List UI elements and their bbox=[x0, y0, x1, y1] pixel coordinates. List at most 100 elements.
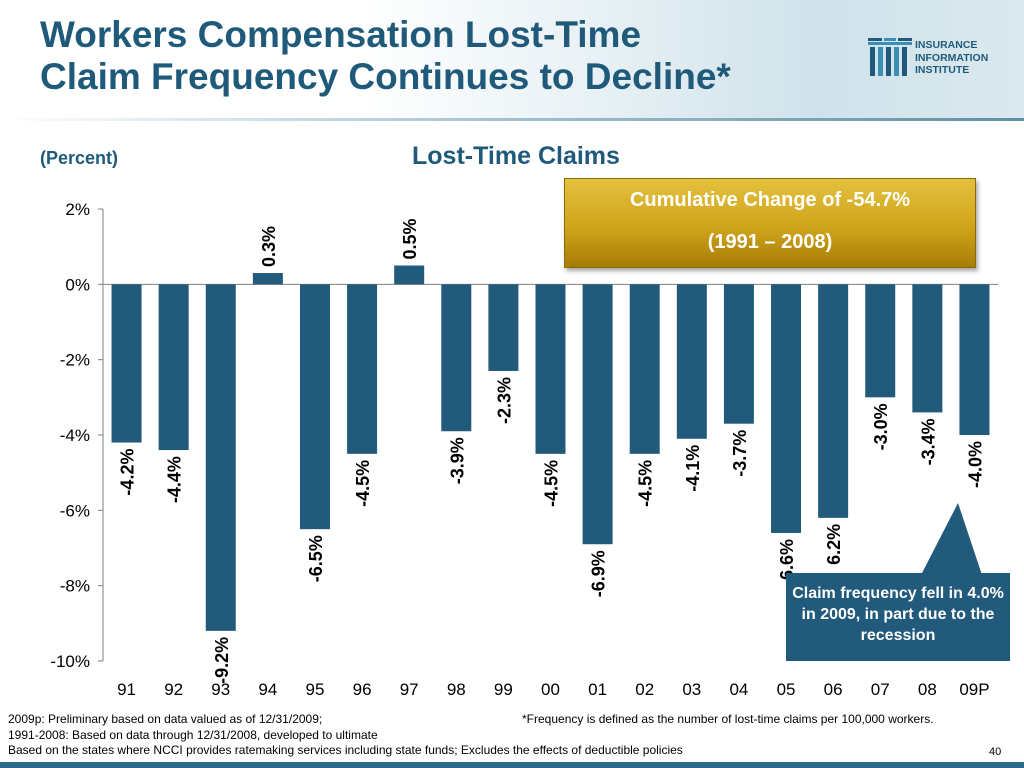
x-tick-label: 03 bbox=[682, 680, 701, 699]
x-tick-label: 96 bbox=[353, 680, 372, 699]
bar-98 bbox=[441, 284, 472, 432]
x-tick-label: 08 bbox=[918, 680, 937, 699]
slide-title-line2: Claim Frequency Continues to Decline* bbox=[40, 56, 731, 97]
bar-08 bbox=[912, 284, 943, 413]
note-pointer bbox=[921, 503, 982, 575]
y-tick-label: -2% bbox=[60, 351, 90, 370]
value-label-group: -6.5% bbox=[306, 535, 326, 582]
x-tick-label: 93 bbox=[211, 680, 230, 699]
value-label: -3.0% bbox=[871, 403, 891, 450]
value-label: -4.5% bbox=[636, 460, 656, 507]
x-tick-label: 01 bbox=[588, 680, 607, 699]
value-label-group: -3.7% bbox=[730, 430, 750, 477]
value-label: -4.5% bbox=[353, 460, 373, 507]
bar-95 bbox=[299, 284, 330, 530]
value-label: -4.0% bbox=[965, 441, 985, 488]
value-label-group: 0.3% bbox=[259, 226, 279, 267]
x-tick-label: 02 bbox=[635, 680, 654, 699]
cumulative-change-callout: Cumulative Change of -54.7% (1991 – 2008… bbox=[564, 178, 976, 268]
value-label-group: -4.5% bbox=[542, 460, 562, 507]
value-label: -4.1% bbox=[683, 445, 703, 492]
value-label-group: -3.0% bbox=[871, 403, 891, 450]
bar-chart: 2% 0% -2% -4% -6% -8% -10% -4.2% -4.4% -9.2% 0.3%… bbox=[50, 200, 998, 699]
footnote-preliminary: 2009p: Preliminary based on data valued … bbox=[8, 712, 323, 726]
x-tick-label: 06 bbox=[824, 680, 843, 699]
logo-line3: INSTITUTE bbox=[915, 64, 970, 76]
callout-line2: (1991 – 2008) bbox=[707, 231, 833, 253]
value-label: -4.5% bbox=[542, 460, 562, 507]
value-label-group: -4.4% bbox=[165, 456, 185, 503]
iii-logo-text: INSURANCE INFORMATION INSTITUTE bbox=[915, 39, 988, 77]
bar-99 bbox=[488, 284, 519, 371]
x-tick-label: 99 bbox=[494, 680, 513, 699]
header-divider bbox=[0, 118, 1024, 121]
value-label-group: -4.1% bbox=[683, 445, 703, 492]
bar-01 bbox=[582, 284, 613, 545]
bar-00 bbox=[535, 284, 566, 454]
footnote-data-basis: 1991-2008: Based on data through 12/31/2… bbox=[8, 727, 378, 742]
bar-04 bbox=[723, 284, 754, 424]
value-label: -6.5% bbox=[306, 535, 326, 582]
x-tick-label: 07 bbox=[871, 680, 890, 699]
bar-05 bbox=[771, 284, 802, 533]
x-tick-label: 05 bbox=[777, 680, 796, 699]
iii-logo-mark-icon bbox=[868, 38, 912, 76]
iii-logo: INSURANCE INFORMATION INSTITUTE bbox=[868, 38, 1016, 82]
slide-title: Workers Compensation Lost-Time Claim Fre… bbox=[40, 14, 731, 98]
value-label-group: -3.4% bbox=[918, 418, 938, 465]
value-label: -6.9% bbox=[589, 550, 609, 597]
value-label: -3.9% bbox=[447, 437, 467, 484]
y-tick-label: -8% bbox=[60, 577, 90, 596]
value-label-group: -3.9% bbox=[447, 437, 467, 484]
bar-91 bbox=[111, 284, 142, 443]
x-tick-label: 97 bbox=[400, 680, 419, 699]
bar-02 bbox=[629, 284, 660, 454]
value-label-group: -4.5% bbox=[636, 460, 656, 507]
y-tick-label: 0% bbox=[65, 275, 90, 294]
callout-line1: Cumulative Change of -54.7% bbox=[629, 189, 911, 211]
bar-06 bbox=[818, 284, 849, 518]
bar-94 bbox=[252, 273, 283, 285]
x-tick-label: 91 bbox=[117, 680, 136, 699]
value-label: 0.5% bbox=[400, 218, 420, 259]
recession-note-box: Claim frequency fell in 4.0% in 2009, in… bbox=[786, 573, 1010, 661]
y-tick-label: 2% bbox=[65, 200, 90, 219]
value-label: -2.3% bbox=[494, 377, 514, 424]
x-tick-label: 09P bbox=[959, 680, 989, 699]
footnotes: 2009p: Preliminary based on data valued … bbox=[8, 712, 1018, 759]
page-number: 40 bbox=[989, 746, 1002, 758]
value-label: 6.2% bbox=[824, 524, 844, 565]
value-label-group: -4.5% bbox=[353, 460, 373, 507]
y-tick-label: -4% bbox=[60, 426, 90, 445]
value-label: -4.2% bbox=[118, 449, 138, 496]
chart-title: Lost-Time Claims bbox=[412, 142, 620, 170]
x-tick-label: 04 bbox=[729, 680, 748, 699]
bar-96 bbox=[347, 284, 378, 454]
value-label: -3.7% bbox=[730, 430, 750, 477]
footer-bar bbox=[0, 762, 1024, 768]
bar-07 bbox=[865, 284, 896, 398]
logo-line1: INSURANCE bbox=[915, 39, 978, 51]
value-label-group: -2.3% bbox=[494, 377, 514, 424]
value-label: 0.3% bbox=[259, 226, 279, 267]
bar-09P bbox=[959, 284, 990, 435]
value-label-group: -9.2% bbox=[212, 637, 232, 684]
value-label: -4.4% bbox=[165, 456, 185, 503]
bar-97 bbox=[394, 265, 425, 285]
slide-title-line1: Workers Compensation Lost-Time bbox=[40, 14, 642, 55]
bar-93 bbox=[205, 284, 236, 631]
bar-03 bbox=[676, 284, 707, 439]
logo-line2: INFORMATION bbox=[915, 51, 989, 64]
value-label-group: -4.2% bbox=[118, 449, 138, 496]
y-tick-label: -6% bbox=[60, 501, 90, 520]
y-tick-label: -10% bbox=[50, 652, 90, 671]
value-label-group: 0.5% bbox=[400, 218, 420, 259]
x-tick-label: 00 bbox=[541, 680, 560, 699]
value-label-group: -6.9% bbox=[589, 550, 609, 597]
bar-92 bbox=[158, 284, 189, 451]
footnote-frequency-definition: *Frequency is defined as the number of l… bbox=[522, 712, 934, 726]
value-label-group: -4.0% bbox=[965, 441, 985, 488]
note-pointer-triangle bbox=[921, 503, 982, 575]
value-label: -3.4% bbox=[918, 418, 938, 465]
x-tick-label: 92 bbox=[164, 680, 183, 699]
